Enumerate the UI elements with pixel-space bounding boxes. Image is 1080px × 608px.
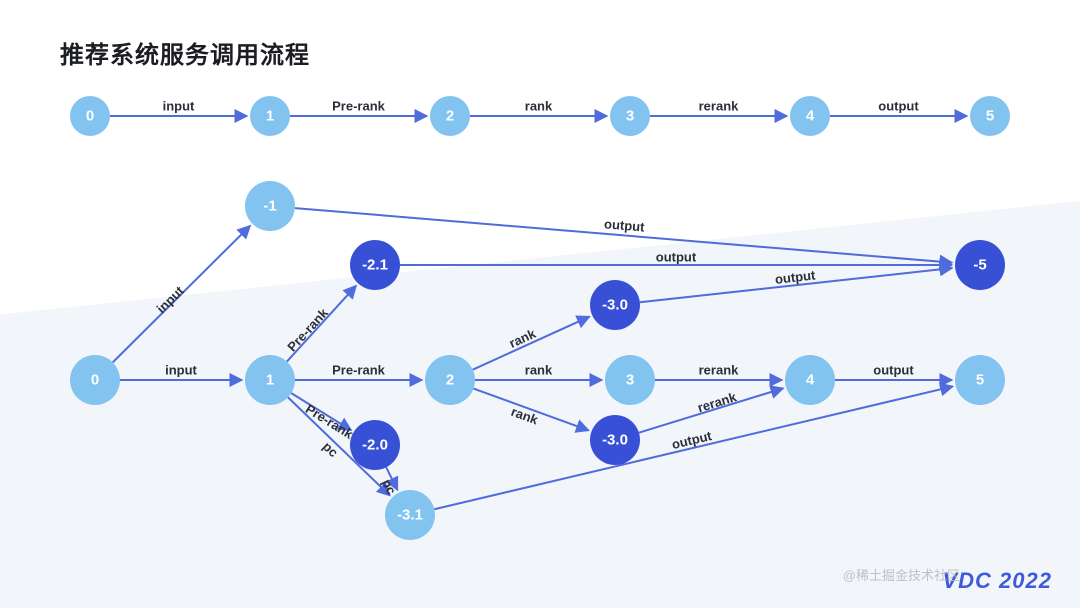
node-label: 1 <box>266 108 274 125</box>
node-n21: -2.1 <box>350 240 400 290</box>
node-n31: -3.1 <box>385 490 435 540</box>
edge-line <box>434 386 952 509</box>
edge-label: rerank <box>699 99 740 114</box>
node-label: 2 <box>446 372 454 389</box>
edge-label: rerank <box>699 363 740 378</box>
node-n0: 0 <box>70 355 120 405</box>
node-label: -3.0 <box>602 297 628 314</box>
edge-label: input <box>165 363 197 378</box>
node-n2: 2 <box>425 355 475 405</box>
node-label: -1 <box>263 198 276 215</box>
watermark: @稀土掘金技术社区 <box>843 565 960 584</box>
node-label: -2.1 <box>362 257 388 274</box>
edge-label: output <box>873 363 914 378</box>
edge-label: pc <box>379 477 399 497</box>
node-label: 3 <box>626 372 634 389</box>
edge-label: input <box>154 283 188 316</box>
node-label: 0 <box>91 372 99 389</box>
edge-label: Pre-rank <box>284 305 331 355</box>
node-t0: 0 <box>70 96 110 136</box>
edge-label: Pre-rank <box>332 363 386 378</box>
node-label: 0 <box>86 108 94 125</box>
node-n3: 3 <box>605 355 655 405</box>
node-label: 1 <box>266 372 274 389</box>
node-label: -3.1 <box>397 507 423 524</box>
title-text: 推荐系统服务调用流程 <box>60 42 310 69</box>
edge-label: rerank <box>696 389 739 415</box>
node-label: -3.0 <box>602 432 628 449</box>
edge-label: output <box>878 99 919 114</box>
node-label: 3 <box>626 108 634 125</box>
main-graph-nodes: 0 1 2 3 4 5 -1 -2.1 -2.0 -3.1 -3.0 -3.0 -5 <box>70 181 1005 540</box>
node-label: 4 <box>806 108 815 125</box>
main-graph-edges: inputinputPre-rankPre-rankPre-rankpcpcra… <box>113 208 953 509</box>
edge-label: rank <box>525 363 553 378</box>
node-label: -5 <box>973 257 986 274</box>
node-t3: 3 <box>610 96 650 136</box>
edge-label: rank <box>525 99 553 114</box>
node-label: -2.0 <box>362 437 388 454</box>
node-label: 4 <box>806 372 815 389</box>
node-t1: 1 <box>250 96 290 136</box>
node-n4: 4 <box>785 355 835 405</box>
top-chain-edges: input Pre-rank rank rerank output <box>110 99 967 117</box>
edge-label: Pre-rank <box>332 99 386 114</box>
edge-label: pc <box>320 439 341 460</box>
node-n20: -2.0 <box>350 420 400 470</box>
edge-label: input <box>163 99 195 114</box>
edge-label: rank <box>509 404 541 428</box>
node-n1: 1 <box>245 355 295 405</box>
node-nm1: -1 <box>245 181 295 231</box>
node-t5: 5 <box>970 96 1010 136</box>
node-nm5: -5 <box>955 240 1005 290</box>
node-t2: 2 <box>430 96 470 136</box>
node-label: 5 <box>976 372 984 389</box>
diagram-svg: inputPre-rankrankrerankoutput inputinput… <box>0 0 1080 608</box>
edge-label: output <box>604 216 646 234</box>
page-title: 推荐系统服务调用流程 <box>60 35 310 70</box>
edge-label: Pre-rank <box>303 401 356 442</box>
node-t4: 4 <box>790 96 830 136</box>
node-label: 5 <box>986 108 994 125</box>
watermark-text: @稀土掘金技术社区 <box>843 568 960 583</box>
node-n5: 5 <box>955 355 1005 405</box>
node-n30b: -3.0 <box>590 415 640 465</box>
node-label: 2 <box>446 108 454 125</box>
edge-label: output <box>656 250 697 265</box>
node-n30a: -3.0 <box>590 280 640 330</box>
